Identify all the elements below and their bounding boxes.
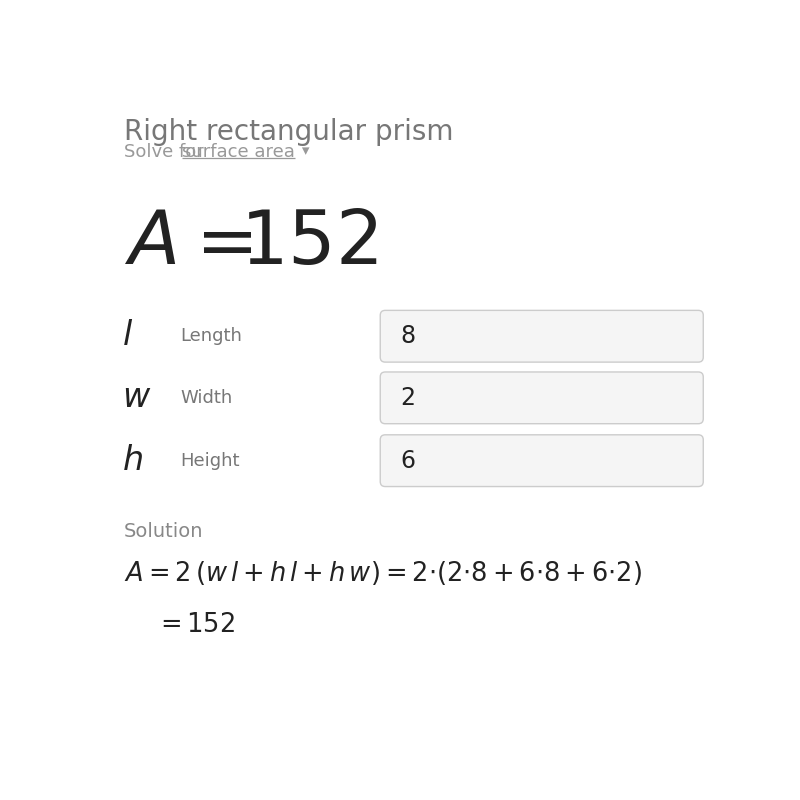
Text: Width: Width (181, 389, 233, 407)
Text: 8: 8 (401, 324, 416, 348)
FancyBboxPatch shape (380, 310, 703, 362)
Text: $=$: $=$ (181, 207, 252, 280)
Text: surface area: surface area (182, 143, 294, 162)
Text: Solve for: Solve for (123, 143, 209, 162)
Text: Height: Height (181, 452, 240, 470)
Text: Right rectangular prism: Right rectangular prism (123, 118, 453, 146)
Text: $\mathit{h}$: $\mathit{h}$ (122, 445, 142, 477)
Text: 2: 2 (401, 386, 416, 410)
FancyBboxPatch shape (380, 435, 703, 486)
Text: $A = 2\,(w\,l+h\,l+h\,w) = 2{\cdot}(2{\cdot}8+6{\cdot}8+6{\cdot}2)$: $A = 2\,(w\,l+h\,l+h\,w) = 2{\cdot}(2{\c… (123, 559, 642, 587)
FancyBboxPatch shape (380, 372, 703, 424)
Text: $\mathit{A}$: $\mathit{A}$ (123, 207, 176, 280)
Text: $= 152$: $= 152$ (154, 612, 234, 638)
Text: $\mathit{l}$: $\mathit{l}$ (122, 320, 133, 352)
Text: ▾: ▾ (297, 143, 309, 158)
Text: Length: Length (181, 327, 242, 346)
Text: 6: 6 (401, 449, 416, 473)
Text: $\mathit{w}$: $\mathit{w}$ (122, 382, 151, 414)
Text: $152$: $152$ (239, 207, 377, 280)
Text: Solution: Solution (123, 522, 203, 542)
